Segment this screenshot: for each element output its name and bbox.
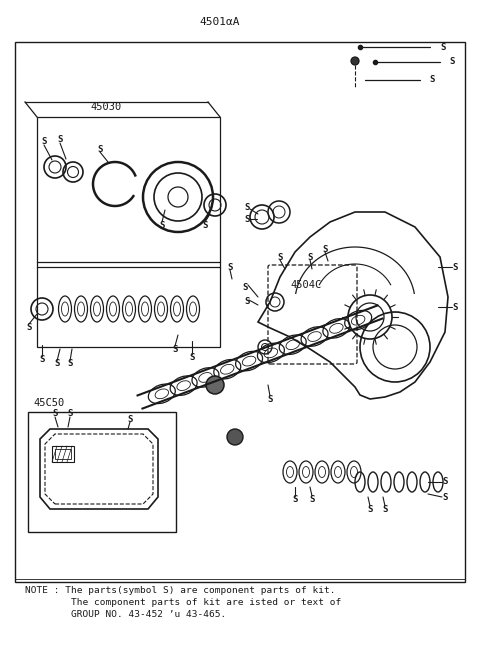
- Text: S: S: [277, 252, 283, 261]
- Text: S: S: [309, 495, 315, 503]
- Text: NOTE : The parts(symbol S) are component parts of kit.: NOTE : The parts(symbol S) are component…: [25, 586, 336, 595]
- Text: S: S: [41, 137, 47, 147]
- Bar: [15, 42, 465, 582]
- Text: S: S: [452, 302, 458, 311]
- Text: 45C50: 45C50: [33, 398, 64, 408]
- Circle shape: [206, 376, 224, 394]
- Text: S: S: [26, 323, 32, 332]
- Text: S: S: [67, 409, 72, 419]
- Text: S: S: [452, 263, 458, 271]
- Text: S: S: [244, 202, 250, 212]
- Text: S: S: [442, 493, 448, 501]
- Text: S: S: [442, 478, 448, 486]
- Bar: [52, 446, 74, 462]
- Text: S: S: [307, 252, 312, 261]
- Text: S: S: [202, 221, 208, 229]
- Text: S: S: [97, 145, 103, 154]
- Text: S: S: [57, 135, 63, 145]
- Text: The component parts of kit are isted or text of: The component parts of kit are isted or …: [25, 598, 341, 607]
- Text: S: S: [189, 353, 195, 361]
- Text: S: S: [244, 298, 250, 307]
- Circle shape: [351, 57, 359, 65]
- Text: S: S: [244, 215, 250, 225]
- Text: S: S: [429, 76, 435, 85]
- Text: S: S: [292, 495, 298, 503]
- Text: 4504C: 4504C: [290, 280, 321, 290]
- Circle shape: [227, 429, 243, 445]
- Text: S: S: [449, 58, 455, 66]
- Text: S: S: [67, 359, 72, 369]
- Text: S: S: [440, 43, 446, 51]
- Text: S: S: [267, 394, 273, 403]
- Bar: [55, 449, 71, 459]
- Text: S: S: [159, 221, 165, 229]
- Text: S: S: [52, 409, 58, 419]
- Text: S: S: [322, 244, 328, 254]
- Text: S: S: [242, 283, 248, 292]
- Text: GROUP NO. 43-452 ’u 43-465.: GROUP NO. 43-452 ’u 43-465.: [25, 610, 226, 619]
- Text: S: S: [172, 344, 178, 353]
- Text: S: S: [228, 263, 233, 271]
- Text: S: S: [382, 505, 388, 514]
- Text: 45030: 45030: [90, 102, 121, 112]
- Text: 4501αA: 4501αA: [200, 17, 240, 27]
- Bar: [28, 412, 176, 532]
- Text: S: S: [127, 415, 132, 424]
- Text: S: S: [367, 505, 372, 514]
- Text: S: S: [39, 355, 45, 363]
- Text: S: S: [54, 359, 60, 369]
